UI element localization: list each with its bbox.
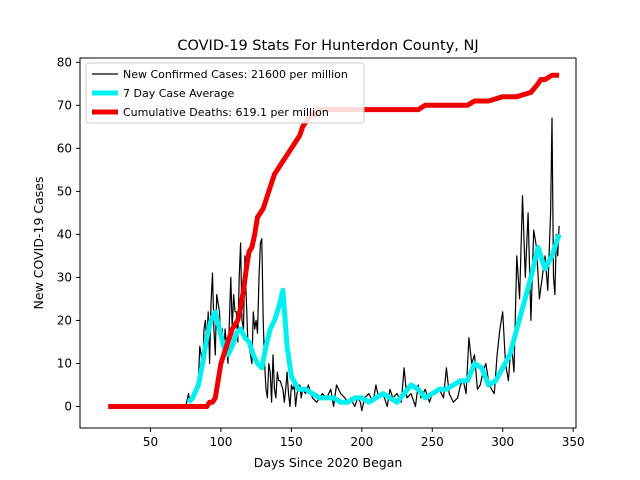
x-tick-label: 50 bbox=[143, 435, 158, 449]
chart-title: COVID-19 Stats For Hunterdon County, NJ bbox=[177, 38, 478, 54]
y-tick-label: 40 bbox=[57, 227, 72, 241]
y-tick-label: 30 bbox=[57, 270, 72, 284]
x-tick-label: 150 bbox=[280, 435, 303, 449]
axes-frame bbox=[79, 57, 577, 429]
y-tick-label: 20 bbox=[57, 313, 72, 327]
y-tick-label: 10 bbox=[57, 356, 72, 370]
x-axis-label: Days Since 2020 Began bbox=[254, 455, 403, 470]
x-tick-label: 250 bbox=[421, 435, 444, 449]
y-tick-label: 0 bbox=[64, 399, 72, 413]
x-tick-label: 200 bbox=[350, 435, 373, 449]
x-tick-label: 350 bbox=[562, 435, 585, 449]
legend-entry-2: 7 Day Case Average bbox=[123, 87, 235, 100]
legend-entry-1: New Confirmed Cases: 21600 per million bbox=[123, 68, 348, 81]
y-tick-label: 70 bbox=[57, 98, 72, 112]
plot-area bbox=[108, 72, 562, 412]
legend-box bbox=[85, 62, 365, 124]
legend-entry-3: Cumulative Deaths: 619.1 per million bbox=[123, 106, 329, 119]
x-tick-label: 100 bbox=[209, 435, 232, 449]
x-tick-label: 300 bbox=[491, 435, 514, 449]
legend: New Confirmed Cases: 21600 per million 7 … bbox=[85, 62, 365, 124]
y-tick-label: 60 bbox=[57, 141, 72, 155]
series-line-2 bbox=[186, 233, 562, 405]
y-tick-label: 50 bbox=[57, 184, 72, 198]
y-tick-label: 80 bbox=[57, 55, 72, 69]
axes: 50 100 150 200 250 300 350 0 10 20 30 40 50 60 70 80 bbox=[57, 55, 585, 449]
y-axis-label: New COVID-19 Cases bbox=[31, 177, 46, 310]
series-line-3 bbox=[108, 72, 560, 409]
